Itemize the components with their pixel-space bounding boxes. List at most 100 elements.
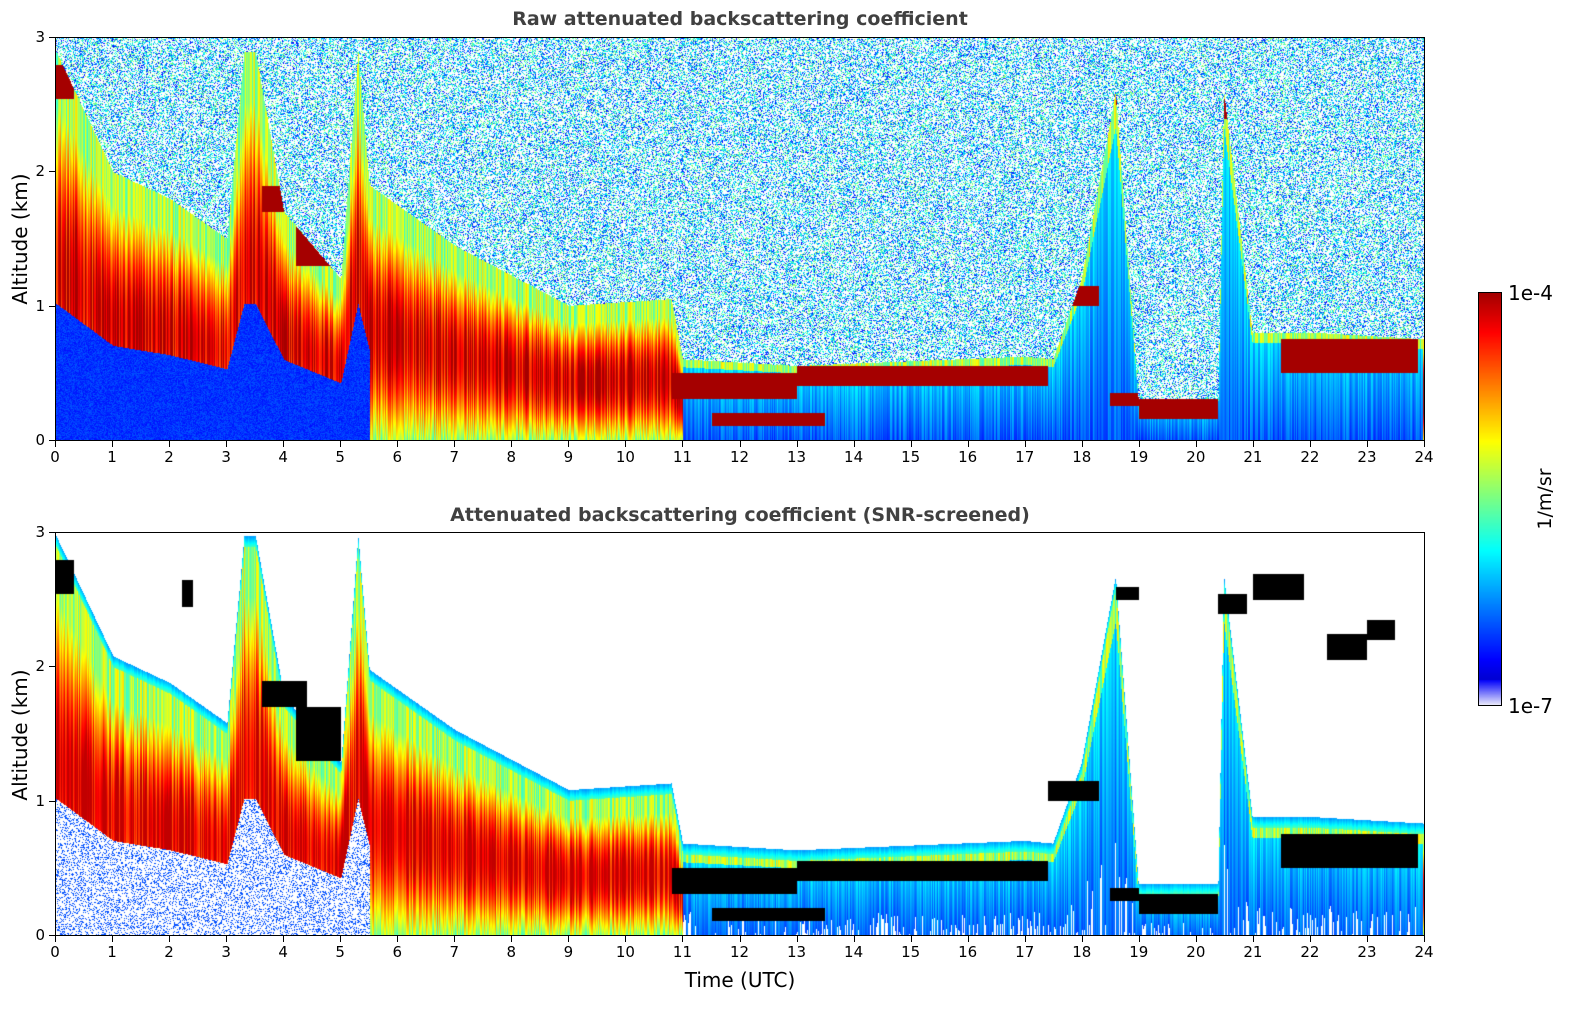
x-axis-label: Time (UTC) [684, 968, 796, 992]
x-tick-label: 8 [506, 943, 517, 961]
x-tick [112, 441, 114, 447]
x-tick-label: 1 [107, 448, 117, 466]
x-tick-label: 11 [672, 448, 692, 466]
x-tick [1195, 441, 1197, 447]
x-tick [967, 936, 969, 942]
x-tick [454, 936, 456, 942]
x-tick-label: 16 [958, 943, 978, 961]
x-tick-label: 6 [392, 448, 403, 466]
x-tick-label: 11 [672, 943, 692, 961]
colorbar-min-label: 1e-7 [1508, 694, 1553, 718]
heatmap-screened-canvas [56, 533, 1424, 935]
x-tick-label: 9 [563, 448, 574, 466]
x-tick [55, 441, 56, 447]
y-tick [49, 800, 55, 802]
x-tick-label: 8 [506, 448, 517, 466]
y-tick [49, 305, 55, 307]
x-tick [283, 441, 285, 447]
x-tick-label: 17 [1015, 943, 1035, 961]
x-tick-label: 23 [1357, 448, 1377, 466]
x-tick-label: 10 [615, 943, 635, 961]
x-tick-label: 13 [786, 448, 807, 466]
y-tick-label: 3 [35, 28, 45, 46]
x-tick [1366, 936, 1368, 942]
y-tick-label: 1 [35, 791, 45, 810]
colorbar-unit-label: 1/m/sr [1534, 468, 1556, 530]
x-tick [1252, 936, 1254, 942]
x-tick [568, 936, 570, 942]
x-tick-label: 7 [449, 448, 460, 466]
x-tick [1138, 441, 1140, 447]
x-tick-label: 9 [563, 943, 574, 961]
x-tick-label: 14 [844, 448, 864, 466]
x-tick [226, 441, 228, 447]
chart-title-raw: Raw attenuated backscattering coefficien… [512, 8, 968, 30]
x-tick [1024, 936, 1026, 942]
x-tick [1081, 936, 1083, 942]
x-tick [511, 441, 513, 447]
x-tick-label: 15 [901, 943, 921, 961]
x-tick-label: 19 [1129, 943, 1149, 961]
heatmap-raw-canvas [56, 38, 1424, 440]
x-tick-label: 18 [1072, 448, 1092, 466]
x-tick [1195, 936, 1197, 942]
y-tick-label: 0 [35, 431, 45, 449]
x-tick-label: 16 [958, 448, 978, 466]
x-tick-label: 2 [164, 448, 174, 466]
x-tick [55, 936, 56, 942]
x-tick [682, 441, 684, 447]
x-tick-label: 6 [392, 943, 403, 961]
heatmap-raw [55, 37, 1425, 441]
x-tick-label: 7 [449, 943, 460, 961]
colorbar-max-label: 1e-4 [1508, 281, 1553, 305]
x-tick-label: 21 [1243, 448, 1263, 466]
y-tick-label: 0 [35, 926, 45, 944]
x-tick [340, 936, 342, 942]
x-tick [796, 936, 798, 942]
x-tick [1424, 936, 1425, 942]
colorbar-gradient [1479, 293, 1501, 705]
x-tick-label: 23 [1357, 943, 1377, 961]
x-tick [1138, 936, 1140, 942]
y-tick-label: 1 [35, 296, 45, 315]
x-tick [340, 441, 342, 447]
x-tick-label: 18 [1072, 943, 1092, 961]
x-tick [1366, 441, 1368, 447]
x-tick [1252, 441, 1254, 447]
x-tick-label: 0 [50, 448, 60, 466]
chart-title-screened: Attenuated backscattering coefficient (S… [450, 504, 1030, 526]
x-tick-label: 3 [221, 448, 231, 466]
x-tick-label: 22 [1300, 448, 1320, 466]
x-tick [1081, 441, 1083, 447]
y-tick [49, 440, 55, 441]
y-tick [49, 532, 55, 533]
x-tick [910, 441, 912, 447]
y-tick-label: 2 [35, 657, 45, 676]
y-tick-label: 3 [35, 523, 45, 541]
heatmap-screened [55, 532, 1425, 936]
x-tick [853, 936, 855, 942]
x-tick-label: 4 [278, 943, 288, 961]
x-tick-label: 0 [50, 943, 60, 961]
x-tick-label: 19 [1129, 448, 1149, 466]
x-tick [1024, 441, 1026, 447]
x-tick [568, 441, 570, 447]
x-tick-label: 20 [1186, 943, 1206, 961]
x-tick [796, 441, 798, 447]
x-tick [739, 441, 741, 447]
x-tick [169, 936, 171, 942]
x-tick-label: 4 [278, 448, 288, 466]
x-tick [169, 441, 171, 447]
y-tick [49, 935, 55, 936]
x-tick-label: 12 [729, 943, 750, 961]
x-tick [625, 936, 627, 942]
x-tick [967, 441, 969, 447]
x-tick-label: 13 [786, 943, 807, 961]
x-tick-label: 5 [335, 448, 345, 466]
x-tick [226, 936, 228, 942]
x-tick-label: 3 [221, 943, 231, 961]
x-tick [1424, 441, 1425, 447]
x-tick-label: 17 [1015, 448, 1035, 466]
x-tick [397, 936, 399, 942]
x-tick [853, 441, 855, 447]
